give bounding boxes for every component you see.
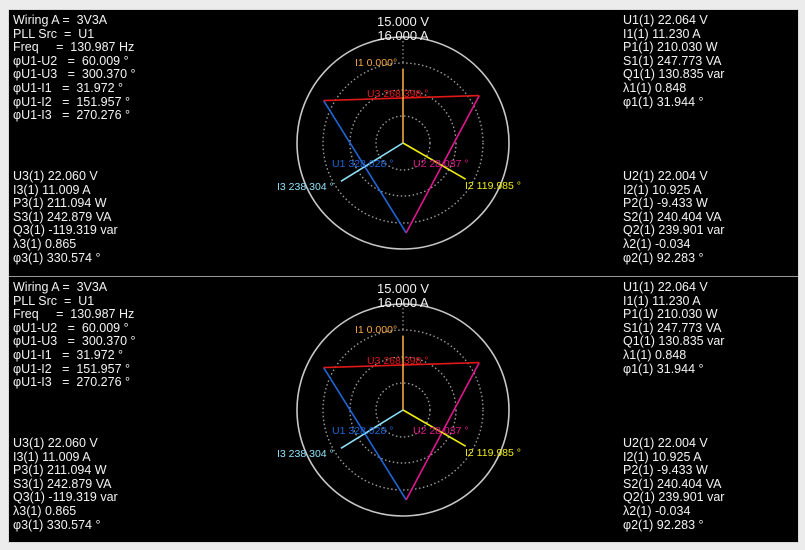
phase3-readout-line: S3(1) 242.879 VA — [13, 209, 112, 224]
phase1-readout-line: Q1(1) 130.835 var — [623, 334, 725, 349]
vector-U3 — [323, 361, 480, 369]
phase2-readout-line: S2(1) 240.404 VA — [623, 476, 722, 491]
phase2-readout-line: φ2(1) 92.283 ° — [623, 250, 704, 265]
vector-label-U1: U1 328.028 ° — [332, 425, 394, 437]
phase2-readout-line: P2(1) -9.433 W — [623, 196, 708, 211]
vector-display: Wiring A = 3V3A PLL Src = U1 Freq = 130.98… — [8, 9, 799, 543]
phase1-readout-line: P1(1) 210.030 W — [623, 40, 718, 55]
phase1-readout-line: φ1(1) 31.944 ° — [623, 94, 704, 109]
phase-summary-line: PLL Src = U1 — [13, 26, 95, 41]
phase2-readout-line: I2(1) 10.925 A — [623, 449, 702, 464]
phase-summary-line: φU1-U3 = 300.370 ° — [13, 67, 136, 82]
phase-summary-line: Wiring A = 3V3A — [13, 280, 108, 294]
vector-I3 — [340, 409, 404, 450]
phase2-readout: U2(1) 22.004 V I2(1) 10.925 A P2(1) -9.433… — [623, 169, 725, 265]
phase2-readout-line: U2(1) 22.004 V — [623, 169, 708, 183]
phase3-readout-line: I3(1) 11.009 A — [13, 182, 91, 197]
phase2-readout-line: φ2(1) 92.283 ° — [623, 517, 704, 532]
vector-I3 — [340, 142, 404, 183]
phase2-readout-line: Q2(1) 239.901 var — [623, 223, 725, 238]
vector-I2 — [402, 142, 467, 180]
phase-summary-line: Freq = 130.987 Hz — [13, 307, 135, 322]
phase-summary-line: Wiring A = 3V3A — [13, 13, 108, 27]
vector-label-I1: I1 0.000° — [355, 57, 398, 69]
vector-label-I3: I3 238.304 ° — [277, 448, 334, 460]
phase3-readout-line: S3(1) 242.879 VA — [13, 476, 112, 491]
phasor-diagram — [296, 303, 510, 517]
phasor-diagram — [296, 36, 510, 250]
vector-U3 — [323, 94, 480, 102]
vector-label-I3: I3 238.304 ° — [277, 181, 334, 193]
vector-label-U1: U1 328.028 ° — [332, 158, 394, 170]
phase-summary-line: φU1-I1 = 31.972 ° — [13, 80, 124, 95]
phase1-readout: U1(1) 22.064 V I1(1) 11.230 A P1(1) 210.03… — [623, 280, 725, 376]
phase1-readout-line: Q1(1) 130.835 var — [623, 67, 725, 82]
phase3-readout: U3(1) 22.060 V I3(1) 11.009 A P3(1) 211.09… — [13, 169, 118, 265]
panel-2: Wiring A = 3V3A PLL Src = U1 Freq = 130.98… — [9, 276, 798, 542]
grid-ring — [322, 62, 484, 224]
phase-summary-line: φU1-I1 = 31.972 ° — [13, 347, 124, 362]
phase-summary-line: φU1-U2 = 60.009 ° — [13, 320, 129, 335]
phase2-readout-line: Q2(1) 239.901 var — [623, 490, 725, 505]
phase-summary-line: φU1-U3 = 300.370 ° — [13, 334, 136, 349]
phase3-readout-line: Q3(1) -119.319 var — [13, 223, 118, 238]
vector-label-I2: I2 119.985 ° — [465, 447, 521, 459]
phase-summary-line: φU1-U2 = 60.009 ° — [13, 53, 129, 68]
phase3-readout-line: U3(1) 22.060 V — [13, 169, 98, 183]
phase3-readout-line: λ3(1) 0.865 — [13, 503, 77, 518]
phase1-readout: U1(1) 22.064 V I1(1) 11.230 A P1(1) 210.03… — [623, 13, 725, 109]
vector-I2 — [402, 409, 467, 447]
phase1-readout-line: U1(1) 22.064 V — [623, 13, 708, 27]
phase-summary: Wiring A = 3V3A PLL Src = U1 Freq = 130.98… — [13, 280, 136, 390]
phase2-readout-line: λ2(1) -0.034 — [623, 503, 691, 518]
phase-summary-line: φU1-I3 = 270.276 ° — [13, 375, 130, 390]
phase2-readout-line: S2(1) 240.404 VA — [623, 209, 722, 224]
phase-summary-line: φU1-I2 = 151.957 ° — [13, 94, 130, 109]
phase1-readout-line: λ1(1) 0.848 — [623, 80, 687, 95]
grid-ring — [375, 115, 431, 171]
phase1-readout-line: U1(1) 22.064 V — [623, 280, 708, 294]
phase1-readout-line: P1(1) 210.030 W — [623, 307, 718, 322]
vector-label-U3: U3 268.398 ° — [367, 88, 429, 100]
phase3-readout-line: φ3(1) 330.574 ° — [13, 250, 101, 265]
grid-ring — [322, 329, 484, 491]
voltage-scale: 15.000 V — [376, 281, 430, 296]
phase-summary-line: φU1-I2 = 151.957 ° — [13, 361, 130, 376]
phase3-readout-line: U3(1) 22.060 V — [13, 436, 98, 450]
phase1-readout-line: S1(1) 247.773 VA — [623, 53, 722, 68]
phase-summary: Wiring A = 3V3A PLL Src = U1 Freq = 130.98… — [13, 13, 136, 123]
panel-1: Wiring A = 3V3A PLL Src = U1 Freq = 130.98… — [9, 10, 798, 275]
phase1-readout-line: S1(1) 247.773 VA — [623, 320, 722, 335]
vector-label-U2: U2 28.037 ° — [413, 425, 469, 437]
vector-label-U2: U2 28.037 ° — [413, 158, 469, 170]
phase3-readout-line: φ3(1) 330.574 ° — [13, 517, 101, 532]
phase2-readout-line: U2(1) 22.004 V — [623, 436, 708, 450]
phase1-readout-line: I1(1) 11.230 A — [623, 26, 701, 41]
phase3-readout-line: λ3(1) 0.865 — [13, 236, 77, 251]
phase2-readout: U2(1) 22.004 V I2(1) 10.925 A P2(1) -9.433… — [623, 436, 725, 532]
phase2-readout-line: I2(1) 10.925 A — [623, 182, 702, 197]
vector-label-I2: I2 119.985 ° — [465, 180, 521, 192]
phase1-readout-line: I1(1) 11.230 A — [623, 293, 701, 308]
voltage-scale: 15.000 V — [376, 14, 430, 29]
grid-ring — [375, 382, 431, 438]
phase3-readout-line: P3(1) 211.094 W — [13, 196, 107, 211]
phase-summary-line: Freq = 130.987 Hz — [13, 40, 135, 55]
phase1-readout-line: λ1(1) 0.848 — [623, 347, 687, 362]
vector-U2 — [405, 362, 480, 501]
phase2-readout-line: P2(1) -9.433 W — [623, 463, 708, 478]
phase3-readout-line: P3(1) 211.094 W — [13, 463, 107, 478]
phase-summary-line: PLL Src = U1 — [13, 293, 95, 308]
phase3-readout-line: Q3(1) -119.319 var — [13, 490, 118, 505]
current-scale: 16.000 A — [377, 295, 429, 310]
phase2-readout-line: λ2(1) -0.034 — [623, 236, 691, 251]
phase-summary-line: φU1-I3 = 270.276 ° — [13, 108, 130, 123]
phase1-readout-line: φ1(1) 31.944 ° — [623, 361, 704, 376]
phase3-readout-line: I3(1) 11.009 A — [13, 449, 91, 464]
vector-U2 — [405, 95, 480, 234]
vector-label-I1: I1 0.000° — [355, 324, 398, 336]
vector-label-U3: U3 268.398 ° — [367, 355, 429, 367]
phase3-readout: U3(1) 22.060 V I3(1) 11.009 A P3(1) 211.09… — [13, 436, 118, 532]
current-scale: 16.000 A — [377, 28, 429, 43]
